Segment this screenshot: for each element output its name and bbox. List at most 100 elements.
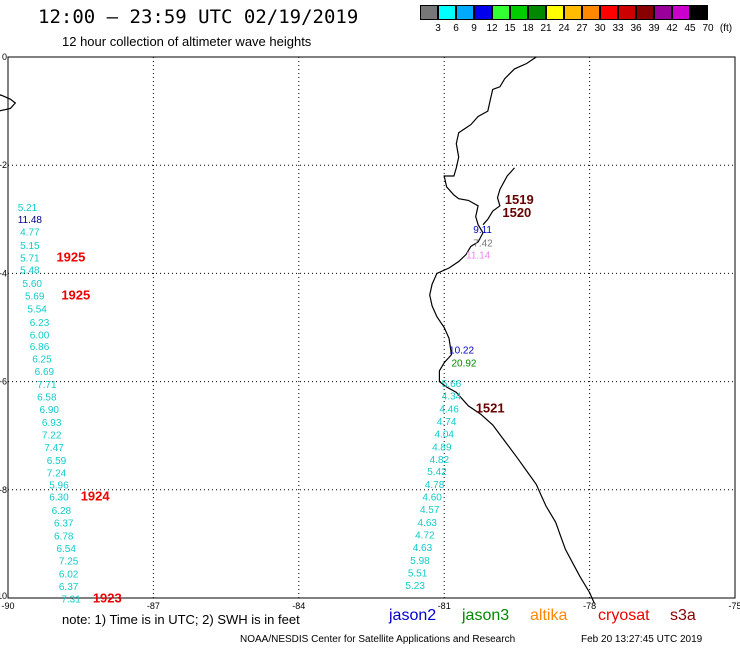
y-tick-label: -2 bbox=[0, 160, 7, 170]
wave-height-label: 4.89 bbox=[432, 442, 452, 453]
wave-height-label: 6.93 bbox=[42, 418, 62, 429]
wave-height-label: 5.42 bbox=[427, 467, 447, 478]
wave-height-label: 4.72 bbox=[415, 530, 435, 541]
time-label: 1521 bbox=[476, 400, 505, 415]
wave-height-label: 10.22 bbox=[449, 345, 474, 356]
colorbar-swatch bbox=[582, 5, 600, 20]
colorbar-swatch bbox=[636, 5, 654, 20]
wave-height-label: 5.98 bbox=[410, 556, 430, 567]
wave-height-label: 6.37 bbox=[54, 519, 74, 530]
wave-height-label: 6.30 bbox=[49, 493, 69, 504]
wave-height-label: 5.66 bbox=[442, 379, 462, 390]
colorbar-label: 33 bbox=[612, 23, 624, 34]
colorbar-label: 36 bbox=[630, 23, 642, 34]
y-tick-label: -6 bbox=[0, 377, 7, 387]
page-title: 12:00 — 23:59 UTC 02/19/2019 bbox=[38, 6, 359, 28]
colorbar-swatch bbox=[564, 5, 582, 20]
wave-height-label: 5.54 bbox=[27, 304, 47, 315]
wave-height-label: 6.37 bbox=[59, 582, 79, 593]
y-tick-label: -10 bbox=[0, 591, 7, 601]
wave-height-label: 5.23 bbox=[405, 581, 425, 592]
gulf-coastline bbox=[482, 167, 515, 226]
wave-height-label: 4.46 bbox=[439, 404, 459, 415]
colorbar-label: 30 bbox=[594, 23, 606, 34]
wave-height-label: 7.22 bbox=[42, 430, 62, 441]
y-tick-label: 0 bbox=[2, 52, 7, 62]
wave-height-label: 5.96 bbox=[49, 481, 69, 492]
wave-height-label: 6.58 bbox=[37, 393, 57, 404]
colorbar-label: 21 bbox=[540, 23, 552, 34]
wave-height-label: 11.14 bbox=[466, 250, 491, 261]
wave-height-label: 6.86 bbox=[30, 342, 50, 353]
satellite-legend-jason2: jason2 bbox=[389, 607, 437, 624]
time-label: 1925 bbox=[56, 249, 85, 264]
wave-height-label: 6.00 bbox=[30, 330, 50, 341]
wave-height-label: 4.04 bbox=[435, 429, 455, 440]
time-label: 1520 bbox=[502, 205, 531, 220]
colorbar-label: 3 bbox=[435, 23, 441, 34]
wave-height-label: 4.77 bbox=[20, 228, 40, 239]
colorbar-swatch bbox=[672, 5, 690, 20]
time-label: 1923 bbox=[93, 590, 122, 605]
x-tick-label: -87 bbox=[147, 601, 160, 611]
colorbar-label: 18 bbox=[522, 23, 534, 34]
colorbar-label: 42 bbox=[666, 23, 678, 34]
footer-timestamp: Feb 20 13:27:45 UTC 2019 bbox=[581, 634, 703, 645]
coastline bbox=[429, 56, 595, 604]
wave-height-label: 5.60 bbox=[23, 279, 43, 290]
wave-height-label: 6.90 bbox=[40, 405, 60, 416]
x-tick-label: -78 bbox=[583, 601, 596, 611]
y-tick-label: -8 bbox=[0, 485, 7, 495]
wave-height-label: 6.25 bbox=[32, 355, 52, 366]
wave-height-label: 5.69 bbox=[25, 291, 45, 302]
colorbar-label: 27 bbox=[576, 23, 588, 34]
wave-height-label: 4.82 bbox=[430, 455, 450, 466]
colorbar-swatch bbox=[510, 5, 528, 20]
y-tick-label: -4 bbox=[0, 268, 7, 278]
colorbar-swatch bbox=[456, 5, 474, 20]
wave-height-label: 20.92 bbox=[451, 358, 476, 369]
colorbar-label: 70 bbox=[702, 23, 714, 34]
wave-height-label: 5.71 bbox=[20, 253, 40, 264]
colorbar-label: (ft) bbox=[719, 23, 733, 34]
wave-height-label: 4.57 bbox=[420, 505, 440, 516]
wave-height-label: 5.51 bbox=[408, 568, 428, 579]
wave-height-label: 7.47 bbox=[44, 443, 64, 454]
footer-credit: NOAA/NESDIS Center for Satellite Applica… bbox=[240, 634, 516, 645]
x-tick-label: -90 bbox=[1, 601, 14, 611]
colorbar-label: 45 bbox=[684, 23, 696, 34]
colorbar-swatch bbox=[438, 5, 456, 20]
wave-height-label: 6.23 bbox=[30, 318, 50, 329]
wave-height-label: 7.42 bbox=[473, 238, 493, 249]
x-tick-label: -81 bbox=[438, 601, 451, 611]
island-outline bbox=[0, 94, 17, 112]
colorbar-swatch bbox=[546, 5, 564, 20]
satellite-legend-altika: altika bbox=[530, 607, 568, 624]
wave-height-label: 4.74 bbox=[437, 417, 457, 428]
satellite-legend-s3a: s3a bbox=[670, 607, 696, 624]
wave-height-label: 4.78 bbox=[425, 480, 445, 491]
time-label: 1924 bbox=[81, 489, 111, 504]
wave-height-label: 5.21 bbox=[18, 203, 38, 214]
colorbar-swatch bbox=[600, 5, 618, 20]
colorbar-label: 39 bbox=[648, 23, 660, 34]
wave-height-label: 6.69 bbox=[35, 367, 55, 378]
wave-height-label: 4.63 bbox=[413, 543, 433, 554]
wave-height-label: 7.25 bbox=[59, 556, 79, 567]
satellite-legend-cryosat: cryosat bbox=[598, 607, 650, 624]
wave-height-label: 5.15 bbox=[20, 241, 40, 252]
wave-height-label: 5.48 bbox=[20, 265, 40, 276]
wave-height-label: 6.78 bbox=[54, 532, 74, 543]
wave-height-label: 7.71 bbox=[37, 380, 57, 391]
wave-height-label: 4.34 bbox=[442, 391, 462, 402]
colorbar-swatch bbox=[474, 5, 492, 20]
wave-height-label: 4.63 bbox=[418, 518, 438, 529]
wave-height-label: 11.48 bbox=[18, 215, 43, 226]
colorbar-label: 9 bbox=[471, 23, 477, 34]
wave-height-label: 6.02 bbox=[59, 569, 79, 580]
colorbar-label: 24 bbox=[558, 23, 570, 34]
colorbar-swatch bbox=[654, 5, 672, 20]
satellite-legend-jason3: jason3 bbox=[462, 607, 510, 624]
colorbar-label: 15 bbox=[504, 23, 516, 34]
